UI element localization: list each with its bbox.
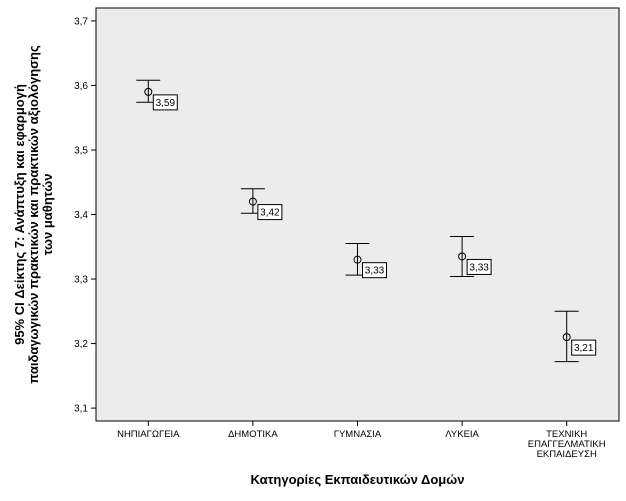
data-label: 3,59	[156, 98, 176, 109]
y-tick-label: 3,6	[74, 81, 88, 92]
x-tick-label: ΔΗΜΟΤΙΚΑ	[228, 429, 278, 440]
x-axis-title: Κατηγορίες Εκπαιδευτικών Δομών	[251, 472, 465, 487]
y-axis-title: 95% CI Δείκτης 7: Ανάπτυξη και εφαρμογήπ…	[12, 45, 55, 384]
error-bar: 3,42	[240, 188, 283, 221]
y-tick-label: 3,4	[74, 210, 88, 221]
data-label-box	[362, 262, 387, 279]
mean-point	[458, 252, 467, 261]
data-label: 3,42	[260, 208, 280, 219]
error-bar: 3,33	[345, 243, 387, 279]
y-tick-label: 3,5	[74, 145, 88, 156]
plot-area	[95, 7, 620, 422]
y-tick-label: 3,2	[74, 339, 88, 350]
data-label-box	[257, 204, 283, 221]
error-bar: 3,33	[450, 235, 492, 277]
x-axis: ΝΗΠΙΑΓΩΓΕΙΑ ΔΗΜΟΤΙΚΑ ΓΥΜΝΑΣΙΑ ΛΥΚΕΙΑ ΤΕΧΝΙΚΗ…	[117, 421, 606, 460]
error-bars: 3,59 3,42 3,33 3,33 3,21	[136, 79, 597, 363]
mean-point	[248, 197, 257, 206]
mean-point	[353, 255, 362, 264]
x-tick-label: ΓΥΜΝΑΣΙΑ	[334, 429, 382, 440]
y-tick-label: 3,1	[74, 404, 88, 415]
data-label: 3,33	[469, 262, 489, 273]
y-tick-label: 3,3	[74, 275, 88, 286]
x-tick-label: ΛΥΚΕΙΑ	[445, 429, 479, 440]
error-bar: 3,21	[554, 310, 597, 363]
data-label-box	[152, 94, 178, 111]
data-label-box	[571, 339, 597, 356]
x-tick-label: ΤΕΧΝΙΚΗ ΕΠΑΓΓΕΛΜΑΤΙΚΗ ΕΚΠΑΙΔΕΥΣΗ	[528, 429, 606, 460]
x-tick-label: ΝΗΠΙΑΓΩΓΕΙΑ	[117, 429, 180, 440]
mean-point	[144, 87, 153, 96]
error-bar: 3,59	[136, 79, 178, 111]
mean-point	[562, 333, 571, 342]
data-label: 3,21	[574, 343, 594, 354]
y-axis-title-text: 95% CI Δείκτης 7: Ανάπτυξη και εφαρμογήπ…	[12, 45, 55, 384]
y-axis: 3,1 3,2 3,3 3,4 3,5 3,6 3,7	[74, 16, 96, 415]
data-label: 3,33	[365, 266, 385, 277]
data-label-box	[466, 258, 492, 275]
y-tick-label: 3,7	[74, 16, 88, 27]
